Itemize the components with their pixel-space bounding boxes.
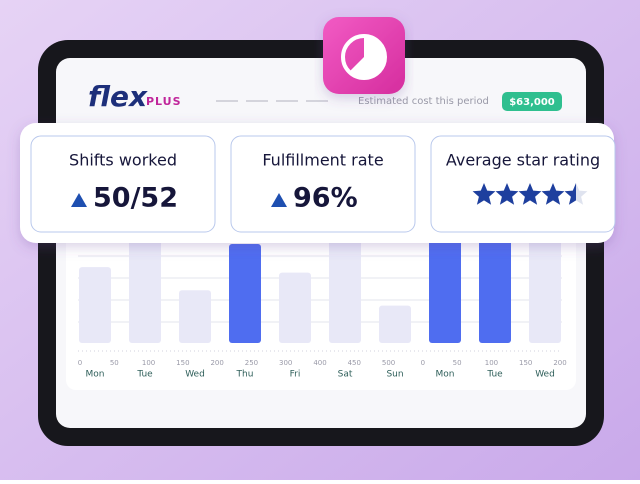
axis-number: 0 xyxy=(78,359,82,367)
card-title: Average star rating xyxy=(446,151,600,170)
summary-card xyxy=(230,135,416,233)
axis-number: 300 xyxy=(279,359,292,367)
axis-number: 200 xyxy=(553,359,566,367)
axis-number: 250 xyxy=(245,359,258,367)
day-label: Mon xyxy=(436,370,455,380)
axis-number: 100 xyxy=(142,359,155,367)
day-label: Thu xyxy=(236,370,254,380)
axis-number: 150 xyxy=(176,359,189,367)
bar xyxy=(479,233,511,343)
star xyxy=(518,183,542,205)
logo-suffix: PLUS xyxy=(146,95,182,108)
axis-number: 200 xyxy=(210,359,223,367)
day-label: Wed xyxy=(535,370,555,380)
card-value: 96% xyxy=(293,183,358,214)
day-label: Tue xyxy=(486,370,503,380)
day-label: Sun xyxy=(386,370,403,380)
star xyxy=(541,183,565,205)
screen-content: flex PLUS Estimated cost this period $63… xyxy=(66,80,576,390)
axis-number: 50 xyxy=(110,359,119,367)
bar xyxy=(329,238,361,343)
bar xyxy=(279,272,311,343)
bar xyxy=(379,305,411,343)
up-triangle xyxy=(71,193,87,207)
logo: flex xyxy=(88,80,148,113)
star xyxy=(472,183,496,205)
star-rating xyxy=(472,183,588,205)
summary-card xyxy=(430,135,616,233)
card-title: Shifts worked xyxy=(69,151,177,170)
day-label: Sat xyxy=(338,370,353,380)
bar xyxy=(229,244,261,343)
axis-number: 0 xyxy=(421,359,425,367)
app-icon xyxy=(323,17,405,94)
day-label: Mon xyxy=(86,370,105,380)
chart: Mon Tue Wed Thu Fri Sat Sun Mon Tue Wed 0 50 100 150 2… xyxy=(78,233,567,380)
bar xyxy=(429,238,461,343)
axis-number: 500 xyxy=(382,359,395,367)
cost-value: $63,000 xyxy=(509,97,555,108)
star xyxy=(495,183,519,205)
day-label: Fri xyxy=(290,370,301,380)
axis-number: 100 xyxy=(485,359,498,367)
bar xyxy=(129,233,161,343)
axis-number: 400 xyxy=(313,359,326,367)
up-triangle xyxy=(271,193,287,207)
axis-number: 450 xyxy=(348,359,361,367)
card-title: Fulfillment rate xyxy=(262,151,383,170)
bar xyxy=(529,233,561,343)
day-label: Tue xyxy=(136,370,153,380)
axis-number: 50 xyxy=(453,359,462,367)
summary-cards: Shifts worked 50/52 Fulfillment rate 96% Ave… xyxy=(30,135,616,233)
cost-pill xyxy=(502,92,562,111)
summary-card xyxy=(30,135,216,233)
bar xyxy=(179,290,211,343)
bar xyxy=(79,267,111,343)
cost-label: Estimated cost this period xyxy=(358,96,489,107)
card-value: 50/52 xyxy=(93,183,178,214)
axis-number: 150 xyxy=(519,359,532,367)
star xyxy=(564,183,588,205)
day-label: Wed xyxy=(185,370,205,380)
